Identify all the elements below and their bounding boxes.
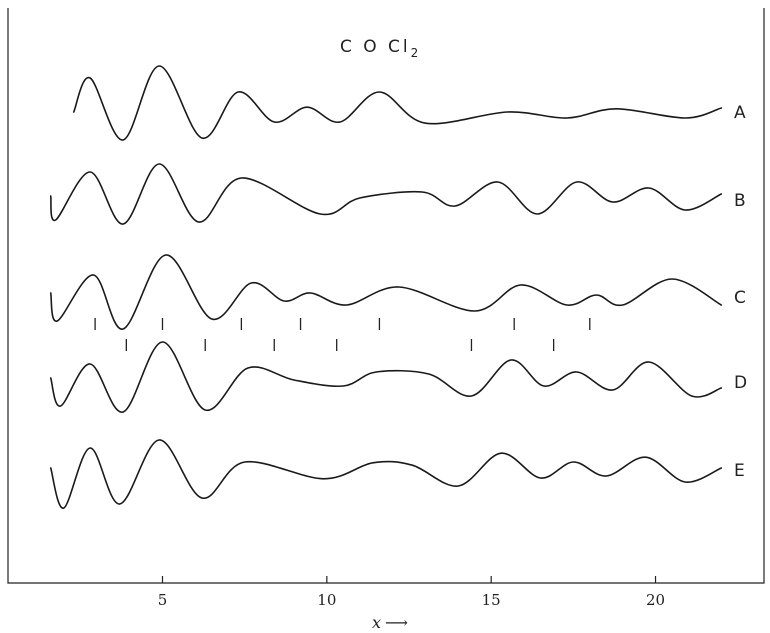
x-axis-label-variable: x: [372, 613, 381, 632]
x-tick-label-15: 15: [482, 591, 501, 609]
series-label-c: C: [734, 288, 746, 308]
x-tick-label-20: 20: [646, 591, 665, 609]
x-axis-label: x ⟶: [372, 613, 408, 632]
chart-title-main: C O Cl: [340, 37, 411, 57]
curve-a: [72, 65, 723, 141]
x-axis-label-arrow: ⟶: [385, 613, 408, 632]
curve-d: [49, 341, 723, 413]
curve-e: [49, 439, 723, 509]
x-tick-label-5: 5: [158, 591, 168, 609]
series-label-b: B: [734, 191, 746, 211]
curve-c: [49, 254, 723, 330]
x-tick-label-10: 10: [317, 591, 336, 609]
plot-frame: [7, 8, 765, 584]
series-label-a: A: [734, 103, 746, 123]
chart-title-subscript: 2: [411, 46, 422, 60]
series-label-e: E: [734, 461, 745, 481]
chart-title: C O Cl2: [340, 37, 421, 60]
curve-b: [49, 163, 723, 225]
series-label-d: D: [734, 373, 747, 393]
